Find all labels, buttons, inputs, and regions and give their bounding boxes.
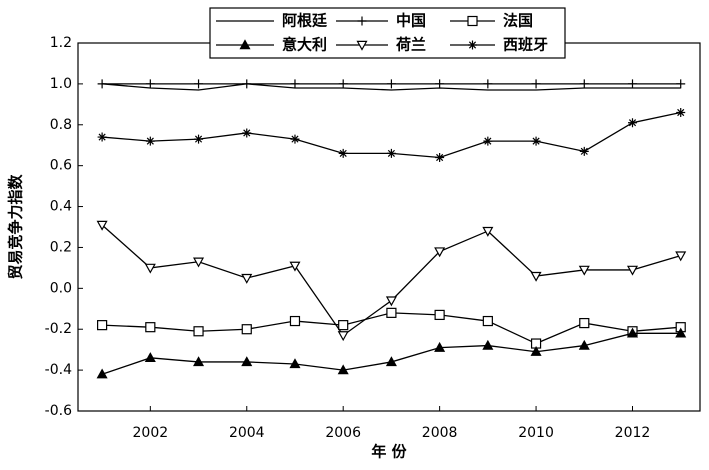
x-tick-label: 2010 xyxy=(518,425,554,441)
series-line xyxy=(101,224,681,337)
marker xyxy=(626,265,639,276)
marker xyxy=(96,368,108,379)
marker xyxy=(337,331,349,342)
marker xyxy=(483,79,493,89)
y-axis-label: 贸易竞争力指数 xyxy=(7,174,25,280)
marker xyxy=(579,317,590,329)
legend-label: 荷兰 xyxy=(396,36,426,54)
legend-label: 意大利 xyxy=(282,36,327,54)
y-tick-label: 0.4 xyxy=(50,199,72,215)
y-tick-label: -0.4 xyxy=(45,362,72,378)
marker xyxy=(290,79,300,89)
marker xyxy=(530,271,542,282)
marker xyxy=(193,356,205,367)
marker xyxy=(290,134,300,144)
marker xyxy=(578,339,590,350)
marker xyxy=(482,315,493,327)
legend-label: 法国 xyxy=(503,12,533,30)
marker xyxy=(289,358,301,369)
marker xyxy=(482,339,494,350)
y-tick-label: -0.2 xyxy=(45,321,72,337)
marker xyxy=(434,341,446,352)
marker xyxy=(241,356,253,367)
marker xyxy=(145,136,155,146)
y-tick-label: 1.2 xyxy=(50,35,72,51)
y-tick-label: 0.6 xyxy=(50,158,72,174)
x-tick-label: 2006 xyxy=(325,425,361,441)
marker xyxy=(145,322,156,333)
marker xyxy=(194,79,204,89)
marker xyxy=(144,352,156,363)
marker xyxy=(530,345,542,356)
marker xyxy=(193,326,204,337)
legend-box xyxy=(209,7,566,59)
legend-label: 阿根廷 xyxy=(282,12,328,30)
x-axis-label: 年 份 xyxy=(371,443,407,461)
marker xyxy=(435,152,445,162)
marker xyxy=(386,307,397,318)
legend-marker xyxy=(239,39,251,50)
marker xyxy=(338,79,348,89)
marker xyxy=(627,118,637,128)
marker xyxy=(144,263,156,274)
marker xyxy=(338,320,349,331)
marker xyxy=(676,108,686,118)
marker xyxy=(626,327,639,338)
marker xyxy=(627,79,637,89)
marker xyxy=(435,79,445,89)
marker xyxy=(531,79,541,89)
y-tick-label: -0.6 xyxy=(45,403,72,419)
marker xyxy=(96,220,108,231)
marker xyxy=(676,79,686,89)
y-tick-label: 0.2 xyxy=(50,239,72,255)
marker xyxy=(578,265,590,276)
marker xyxy=(145,79,155,89)
marker xyxy=(386,148,396,158)
legend-marker xyxy=(356,40,368,51)
marker xyxy=(483,136,493,146)
marker xyxy=(97,79,107,89)
marker xyxy=(386,79,396,89)
x-tick-label: 2012 xyxy=(615,425,651,441)
legend-marker xyxy=(357,16,367,26)
legend-marker xyxy=(468,40,477,50)
marker xyxy=(434,247,446,258)
plot-frame xyxy=(77,42,701,412)
marker xyxy=(579,146,589,156)
marker xyxy=(97,132,107,142)
x-tick-label: 2004 xyxy=(229,425,265,441)
marker xyxy=(579,79,589,89)
marker xyxy=(289,315,301,327)
legend-label: 中国 xyxy=(396,12,426,30)
marker xyxy=(242,128,252,138)
legend-marker xyxy=(467,15,478,27)
series-line xyxy=(101,332,681,375)
marker xyxy=(675,251,687,262)
marker xyxy=(242,79,252,89)
marker xyxy=(241,273,253,284)
marker xyxy=(97,320,108,331)
marker xyxy=(241,324,252,335)
marker xyxy=(531,136,541,146)
marker xyxy=(482,226,494,237)
marker xyxy=(338,148,348,158)
marker xyxy=(194,134,204,144)
marker xyxy=(385,356,397,367)
y-tick-label: 0.0 xyxy=(50,280,72,296)
x-tick-label: 2008 xyxy=(422,425,458,441)
y-tick-label: 1.0 xyxy=(50,76,72,92)
marker xyxy=(675,327,687,338)
marker xyxy=(385,296,397,307)
marker xyxy=(193,257,205,268)
x-tick-label: 2002 xyxy=(133,425,169,441)
marker xyxy=(434,309,445,321)
marker xyxy=(289,261,301,272)
legend-label: 西班牙 xyxy=(503,36,548,54)
y-tick-label: 0.8 xyxy=(50,117,72,133)
marker xyxy=(337,364,349,375)
